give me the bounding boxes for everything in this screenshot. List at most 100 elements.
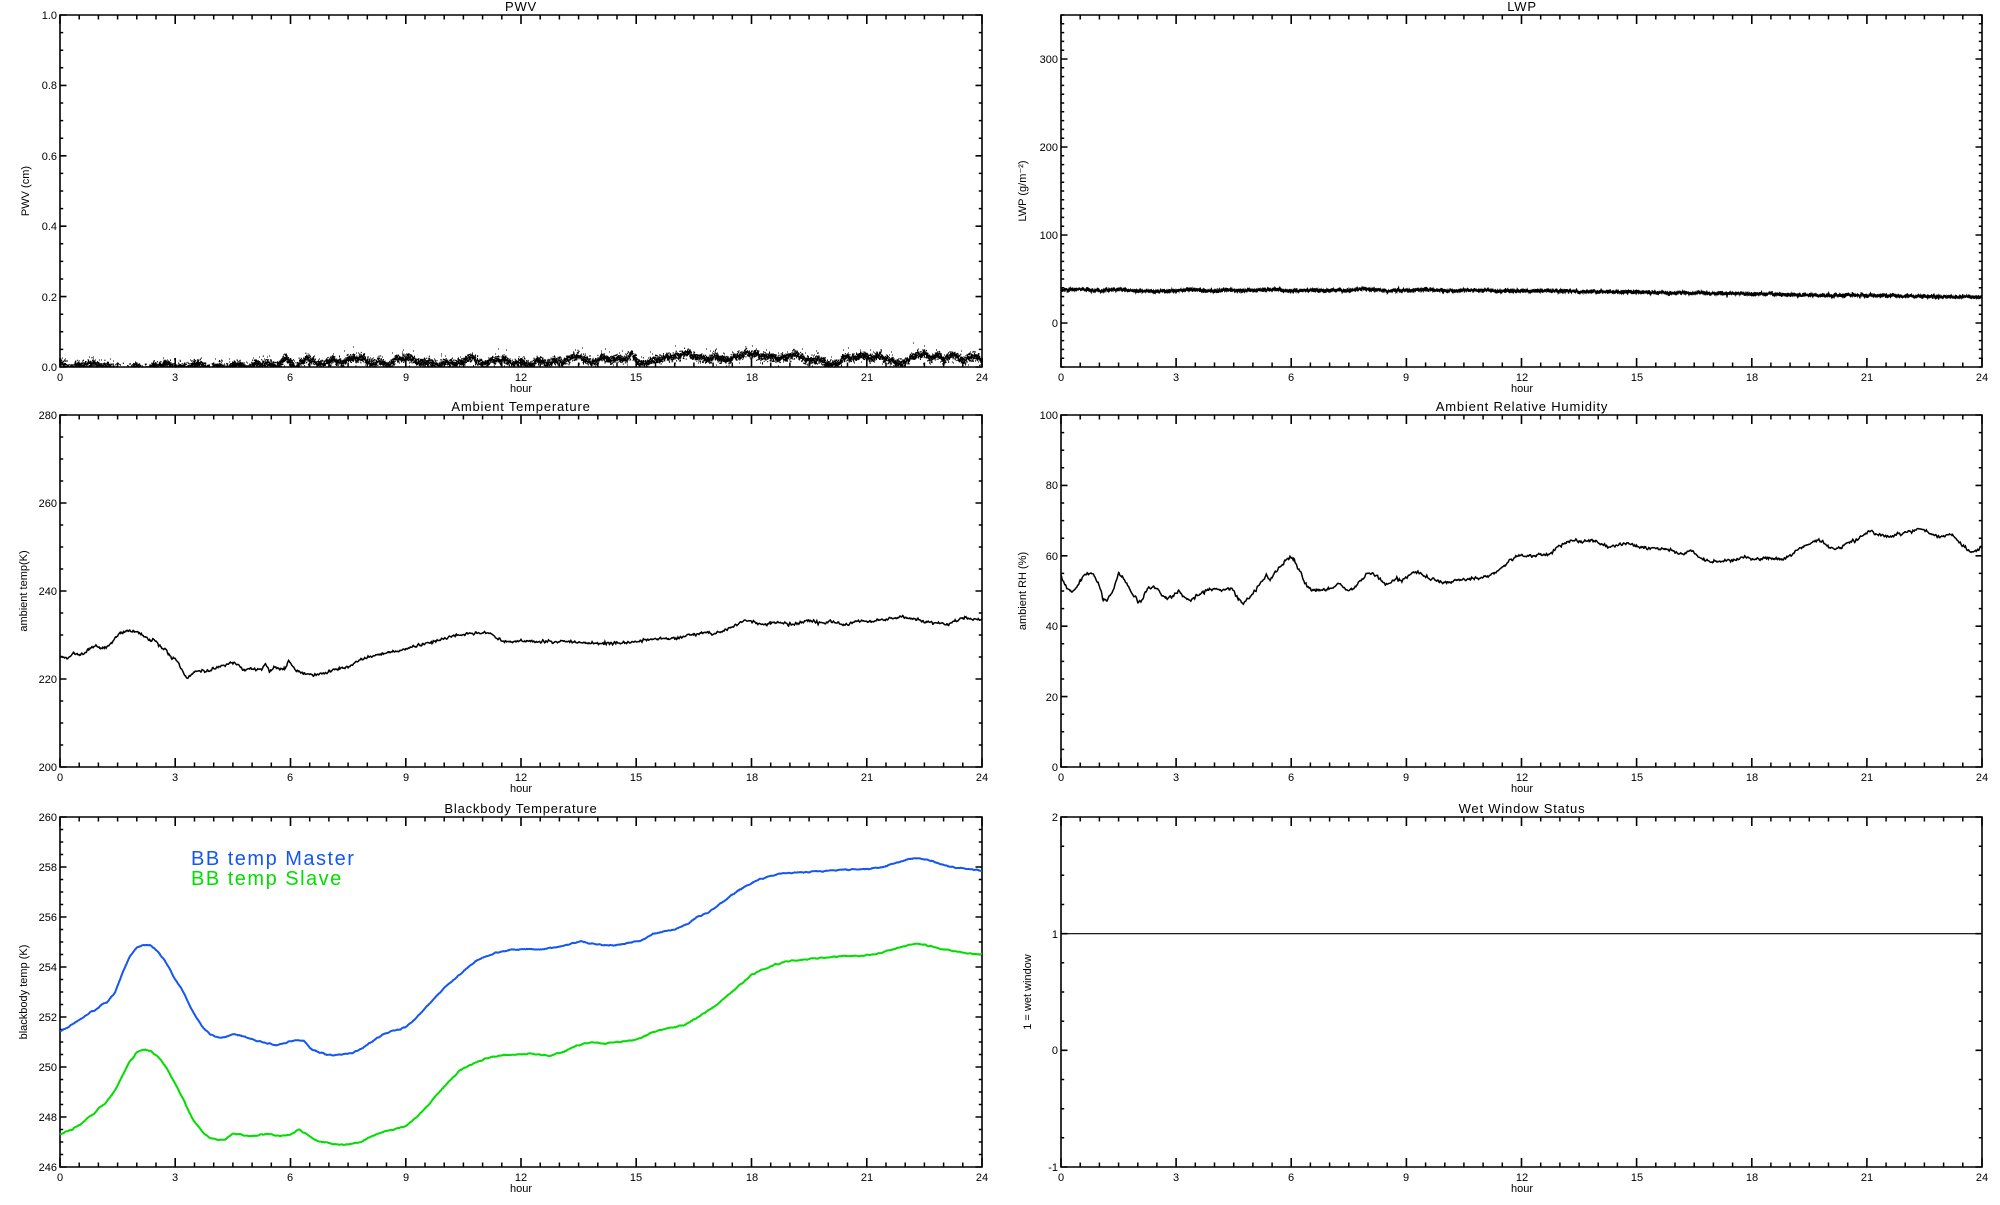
svg-text:0.6: 0.6 <box>42 151 57 163</box>
svg-text:0.2: 0.2 <box>42 292 57 304</box>
svg-text:0.4: 0.4 <box>42 221 57 233</box>
svg-text:12: 12 <box>515 1172 527 1184</box>
svg-text:hour: hour <box>1511 1183 1533 1195</box>
svg-text:18: 18 <box>1746 372 1758 384</box>
svg-text:-1: -1 <box>1048 1162 1058 1174</box>
svg-text:21: 21 <box>861 772 873 784</box>
svg-text:12: 12 <box>515 772 527 784</box>
svg-text:100: 100 <box>1040 230 1058 242</box>
svg-text:60: 60 <box>1046 551 1058 563</box>
svg-text:PWV: PWV <box>505 0 537 14</box>
svg-text:3: 3 <box>172 1172 178 1184</box>
svg-text:15: 15 <box>1631 772 1643 784</box>
svg-text:24: 24 <box>1976 372 1988 384</box>
svg-text:100: 100 <box>1040 410 1058 422</box>
svg-text:3: 3 <box>1173 372 1179 384</box>
svg-text:6: 6 <box>1288 372 1294 384</box>
svg-text:blackbody temp (K): blackbody temp (K) <box>18 945 30 1040</box>
svg-text:hour: hour <box>510 383 532 395</box>
svg-text:18: 18 <box>1746 772 1758 784</box>
svg-text:6: 6 <box>1288 772 1294 784</box>
svg-text:3: 3 <box>1173 1172 1179 1184</box>
svg-text:12: 12 <box>1516 1172 1528 1184</box>
svg-text:0: 0 <box>1052 762 1058 774</box>
svg-text:Wet Window Status: Wet Window Status <box>1459 801 1586 816</box>
svg-text:0: 0 <box>57 1172 63 1184</box>
svg-text:15: 15 <box>630 372 642 384</box>
svg-text:Ambient Relative Humidity: Ambient Relative Humidity <box>1436 399 1608 414</box>
svg-text:256: 256 <box>39 912 57 924</box>
svg-text:252: 252 <box>39 1012 57 1024</box>
svg-text:1 = wet window: 1 = wet window <box>1022 954 1034 1030</box>
svg-text:21: 21 <box>1861 372 1873 384</box>
svg-text:3: 3 <box>172 772 178 784</box>
svg-text:260: 260 <box>39 498 57 510</box>
svg-text:260: 260 <box>39 812 57 824</box>
svg-text:15: 15 <box>1631 372 1643 384</box>
svg-text:24: 24 <box>1976 1172 1988 1184</box>
svg-text:9: 9 <box>403 772 409 784</box>
svg-text:6: 6 <box>287 1172 293 1184</box>
svg-text:BB temp Slave: BB temp Slave <box>191 868 343 890</box>
svg-text:280: 280 <box>39 410 57 422</box>
svg-text:21: 21 <box>861 372 873 384</box>
svg-text:0: 0 <box>1058 772 1064 784</box>
svg-text:24: 24 <box>976 772 988 784</box>
svg-text:PWV (cm): PWV (cm) <box>20 166 32 216</box>
svg-text:Ambient Temperature: Ambient Temperature <box>451 399 590 414</box>
svg-text:2: 2 <box>1052 812 1058 824</box>
svg-text:hour: hour <box>1511 383 1533 395</box>
svg-text:BB temp Master: BB temp Master <box>191 848 355 870</box>
svg-text:240: 240 <box>39 586 57 598</box>
svg-text:18: 18 <box>746 372 758 384</box>
svg-text:15: 15 <box>1631 1172 1643 1184</box>
svg-text:15: 15 <box>630 1172 642 1184</box>
svg-text:248: 248 <box>39 1112 57 1124</box>
svg-text:21: 21 <box>1861 772 1873 784</box>
svg-text:hour: hour <box>1511 783 1533 795</box>
svg-text:0: 0 <box>1058 372 1064 384</box>
svg-text:220: 220 <box>39 674 57 686</box>
svg-text:21: 21 <box>1861 1172 1873 1184</box>
svg-text:24: 24 <box>976 1172 988 1184</box>
svg-text:200: 200 <box>39 762 57 774</box>
svg-text:250: 250 <box>39 1062 57 1074</box>
svg-text:1.0: 1.0 <box>42 10 57 22</box>
svg-text:9: 9 <box>1403 772 1409 784</box>
svg-text:hour: hour <box>510 1183 532 1195</box>
svg-text:LWP: LWP <box>1507 0 1537 14</box>
svg-text:258: 258 <box>39 862 57 874</box>
svg-text:12: 12 <box>1516 372 1528 384</box>
svg-text:6: 6 <box>287 372 293 384</box>
svg-text:15: 15 <box>630 772 642 784</box>
svg-text:20: 20 <box>1046 692 1058 704</box>
svg-text:0: 0 <box>57 772 63 784</box>
svg-text:hour: hour <box>510 783 532 795</box>
svg-text:0.8: 0.8 <box>42 80 57 92</box>
svg-text:0: 0 <box>1052 1045 1058 1057</box>
svg-text:ambient RH (%): ambient RH (%) <box>1017 552 1029 630</box>
svg-text:18: 18 <box>746 772 758 784</box>
svg-text:0.0: 0.0 <box>42 362 57 374</box>
svg-text:300: 300 <box>1040 54 1058 66</box>
svg-text:LWP (g/m⁻²): LWP (g/m⁻²) <box>1017 160 1029 221</box>
svg-text:12: 12 <box>515 372 527 384</box>
svg-text:200: 200 <box>1040 142 1058 154</box>
svg-text:24: 24 <box>976 372 988 384</box>
svg-text:246: 246 <box>39 1162 57 1174</box>
svg-text:3: 3 <box>1173 772 1179 784</box>
svg-text:18: 18 <box>746 1172 758 1184</box>
svg-text:0: 0 <box>1052 318 1058 330</box>
svg-text:24: 24 <box>1976 772 1988 784</box>
svg-text:1: 1 <box>1052 929 1058 941</box>
svg-text:Blackbody Temperature: Blackbody Temperature <box>444 801 597 816</box>
svg-text:40: 40 <box>1046 621 1058 633</box>
svg-text:3: 3 <box>172 372 178 384</box>
svg-text:80: 80 <box>1046 480 1058 492</box>
svg-text:9: 9 <box>403 1172 409 1184</box>
svg-text:6: 6 <box>1288 1172 1294 1184</box>
svg-text:6: 6 <box>287 772 293 784</box>
svg-text:18: 18 <box>1746 1172 1758 1184</box>
svg-text:9: 9 <box>403 372 409 384</box>
svg-text:9: 9 <box>1403 372 1409 384</box>
